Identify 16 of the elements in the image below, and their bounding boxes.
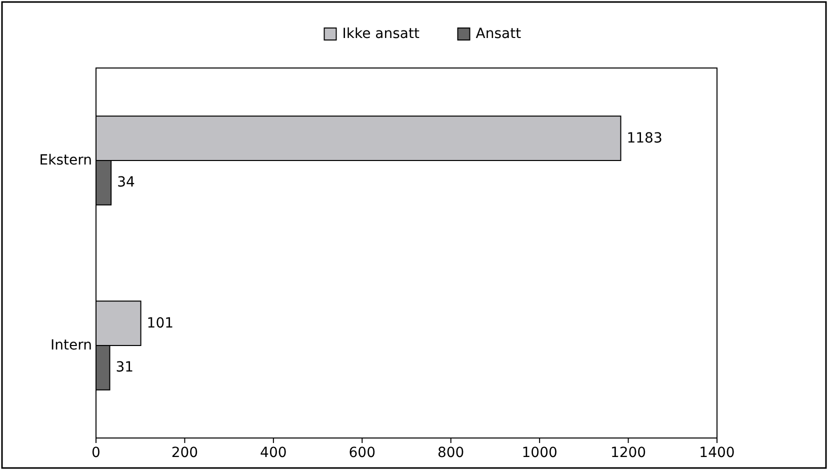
data-label: 31 <box>116 360 134 376</box>
data-label: 34 <box>117 174 135 191</box>
x-tick-label: 200 <box>171 445 198 461</box>
x-tick-label: 800 <box>437 445 464 461</box>
legend-label: Ikke ansatt <box>342 26 420 42</box>
legend-label: Ansatt <box>476 26 522 42</box>
x-tick-label: 0 <box>92 445 100 461</box>
x-tick-label: 400 <box>260 445 287 461</box>
data-label: 1183 <box>626 130 662 146</box>
x-tick-label: 1000 <box>522 445 558 461</box>
x-tick-label: 1200 <box>610 445 646 461</box>
y-tick-label: Intern <box>50 338 92 354</box>
x-tick-label: 1400 <box>699 445 735 461</box>
y-tick-label: Ekstern <box>39 152 92 168</box>
x-tick-label: 600 <box>348 445 376 461</box>
data-label: 101 <box>146 315 174 332</box>
